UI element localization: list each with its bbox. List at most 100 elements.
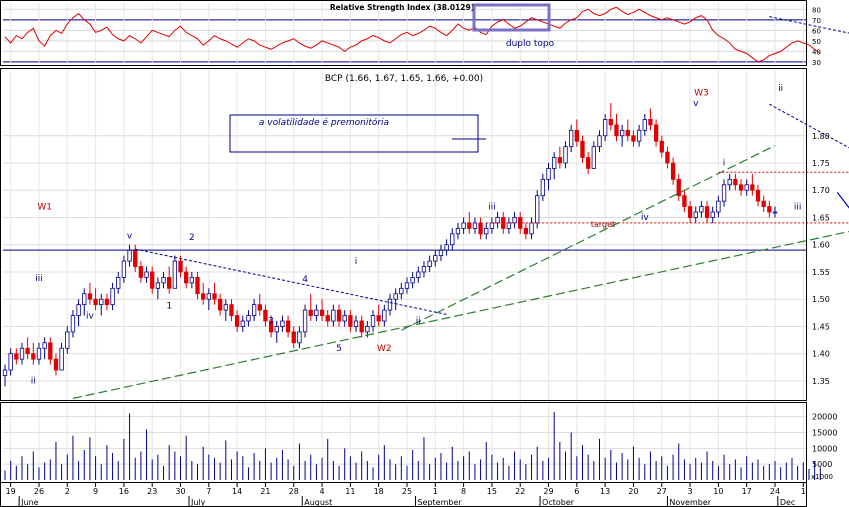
candle-up [529, 222, 534, 235]
candle-up [416, 271, 421, 278]
price-tick-label: 1.55 [812, 268, 830, 277]
candle-up [280, 320, 285, 327]
date-tick-label: 3 [688, 487, 693, 496]
month-label: Dec [780, 498, 795, 507]
candle-up [121, 260, 127, 278]
candle-up [387, 298, 393, 311]
candle-up [297, 331, 302, 344]
candle-up [393, 293, 398, 300]
wave-labels-layer: W1W2W3W4iiiiiivv12345iiiiiiivviiiiiiivv [31, 84, 802, 387]
candle-down [319, 309, 325, 316]
candle-down [25, 347, 30, 355]
rsi-tick-label: 80 [812, 6, 821, 14]
date-tick-label: 18 [374, 487, 384, 496]
candle-up [484, 227, 489, 235]
rsi-grid [3, 3, 806, 64]
candle-up [602, 119, 608, 137]
rsi-tick-label: 50 [812, 38, 821, 46]
candle-up [353, 320, 359, 327]
candle-down [687, 206, 693, 218]
candle-down [348, 315, 353, 327]
rsi-line [4, 6, 821, 63]
candle-up [59, 347, 64, 371]
candle-down [285, 320, 291, 333]
volume-tick-label: 20000 [812, 413, 837, 422]
candle-down [150, 271, 155, 289]
wave-label: 2 [189, 233, 195, 243]
candle-up [716, 200, 721, 213]
candle-up [772, 211, 778, 214]
date-tick-label: 28 [289, 487, 299, 496]
candle-down [648, 119, 653, 126]
candle-down [750, 184, 755, 191]
wave-label: i [355, 257, 358, 267]
candle-up [721, 184, 727, 202]
date-tick-label: 19 [6, 487, 16, 496]
date-tick-label: 16 [119, 487, 129, 496]
candle-up [597, 135, 602, 148]
candle-up [42, 342, 47, 349]
candle-down [665, 151, 670, 164]
candle-down [359, 320, 364, 333]
volatility-note-text: a volatilidade é premonitória [259, 117, 389, 128]
date-tick-label: 2 [65, 487, 70, 496]
price-tick-label: 1.65 [812, 213, 830, 222]
candle-up [744, 184, 749, 191]
candle-up [569, 129, 574, 148]
candle-down [217, 298, 223, 311]
candle-down [212, 293, 217, 300]
candle-up [563, 146, 568, 164]
wave-label: ii [778, 84, 783, 94]
candle-up [444, 244, 449, 251]
candle-up [636, 129, 642, 142]
candle-down [580, 140, 585, 158]
date-tick-label: 17 [742, 487, 752, 496]
candle-down [608, 119, 613, 126]
date-tick-label: 13 [600, 487, 610, 496]
candle-up [450, 233, 455, 246]
candle-down [625, 129, 630, 137]
candle-up [155, 282, 161, 289]
date-tick-label: 8 [461, 487, 466, 496]
target-label: target [591, 220, 615, 229]
candle-down [557, 157, 563, 164]
month-label: June [20, 498, 39, 507]
wave-label: v [693, 99, 699, 109]
candle-up [223, 304, 228, 311]
date-tick-label: 9 [93, 487, 98, 496]
volume-tick-label: 10000 [812, 444, 837, 453]
candle-down [523, 227, 529, 235]
candle-down [133, 249, 138, 267]
candle-up [642, 119, 647, 131]
candle-up [314, 309, 319, 316]
candle-down [682, 195, 687, 207]
date-tick-label: 27 [657, 487, 667, 496]
candle-up [506, 222, 512, 229]
candle-down [325, 315, 330, 322]
wave-label: v [127, 232, 133, 242]
candle-down [676, 178, 681, 197]
candle-down [31, 353, 36, 360]
candle-down [761, 200, 766, 207]
candle-up [70, 315, 76, 333]
candle-up [251, 304, 257, 316]
long-term-uptrend-line [72, 230, 849, 399]
candle-up [161, 277, 166, 284]
rsi-tick-label: 70 [812, 17, 821, 25]
date-tick-label: 1 [433, 487, 438, 496]
candle-up [342, 315, 347, 322]
candle-up [455, 227, 461, 235]
candle-down [234, 315, 240, 327]
candle-up [410, 277, 415, 284]
candle-up [540, 178, 546, 197]
candle-up [546, 168, 551, 180]
month-label: November [669, 498, 711, 507]
candle-up [421, 266, 427, 273]
candle-down [48, 342, 53, 360]
rsi-tick-label: 60 [812, 27, 821, 35]
candle-up [65, 331, 70, 349]
candle-up [699, 206, 704, 213]
candle-down [308, 309, 313, 316]
candle-up [552, 157, 557, 169]
